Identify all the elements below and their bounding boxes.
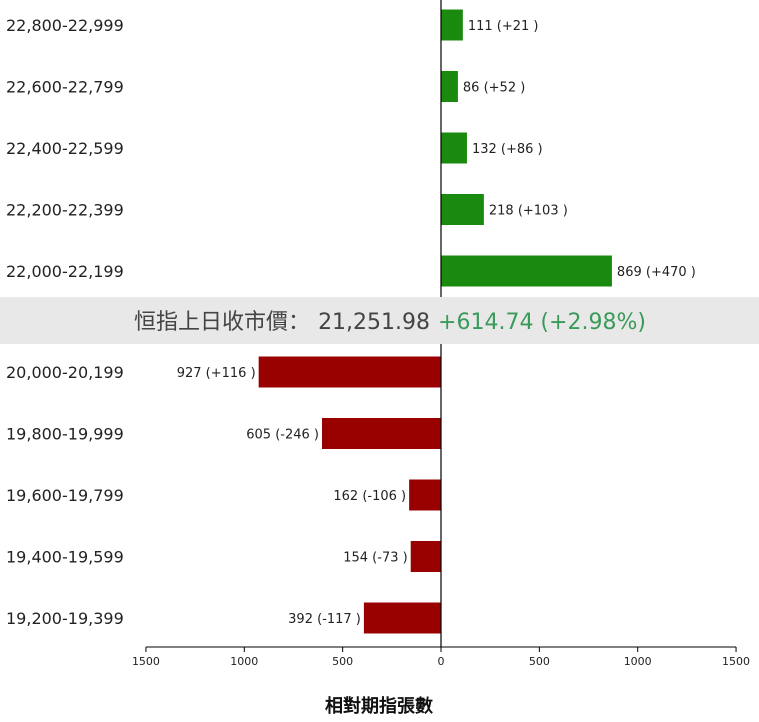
x-tick-label: 1000 bbox=[624, 655, 652, 668]
row-label: 19,400-19,599 bbox=[6, 548, 124, 567]
upper-rows: 22,800-22,999 111 (+21 ) 22,600-22,799 86 (… bbox=[6, 9, 696, 287]
bar bbox=[410, 541, 441, 572]
row-label: 22,800-22,999 bbox=[6, 16, 124, 35]
data-label: 86 (+52 ) bbox=[463, 81, 525, 96]
row-label: 20,000-20,199 bbox=[6, 363, 124, 382]
x-tick-label: 0 bbox=[438, 655, 445, 668]
price-banner-price: 21,251.98 bbox=[318, 310, 430, 335]
data-label: 132 (+86 ) bbox=[472, 142, 543, 157]
price-banner-label: 恒指上日收市價： bbox=[134, 310, 310, 335]
lower-rows: 20,000-20,199 927 (+116 ) 19,800-19,999 605… bbox=[6, 356, 441, 634]
data-label: 162 (-106 ) bbox=[333, 489, 406, 504]
bar bbox=[441, 9, 463, 41]
data-label: 869 (+470 ) bbox=[617, 265, 696, 280]
price-banner-change: +614.74 (+2.98%) bbox=[438, 310, 646, 335]
row-label: 22,400-22,599 bbox=[6, 139, 124, 158]
x-tick-label: 500 bbox=[529, 655, 550, 668]
row-label: 19,600-19,799 bbox=[6, 486, 124, 505]
row-label: 19,200-19,399 bbox=[6, 609, 124, 628]
row-label: 22,000-22,199 bbox=[6, 262, 124, 281]
row-label: 19,800-19,999 bbox=[6, 425, 124, 444]
x-tick-label: 1500 bbox=[722, 655, 750, 668]
x-tick-label: 1000 bbox=[230, 655, 258, 668]
data-label: 218 (+103 ) bbox=[489, 204, 568, 219]
bar bbox=[409, 479, 441, 511]
data-label: 111 (+21 ) bbox=[468, 19, 539, 34]
bar bbox=[363, 602, 441, 634]
data-label: 154 (-73 ) bbox=[343, 551, 407, 566]
x-tick-label: 1500 bbox=[132, 655, 160, 668]
bar bbox=[441, 71, 458, 102]
row-label: 22,600-22,799 bbox=[6, 78, 124, 97]
price-banner bbox=[0, 297, 759, 344]
data-label: 927 (+116 ) bbox=[177, 366, 256, 381]
row-label: 22,200-22,399 bbox=[6, 201, 124, 220]
data-label: 392 (-117 ) bbox=[288, 612, 361, 627]
bar bbox=[441, 194, 484, 225]
bar bbox=[321, 418, 441, 449]
price-banner-text: 恒指上日收市價： 21,251.98 +614.74 (+2.98%) bbox=[134, 310, 646, 335]
bar bbox=[258, 356, 441, 388]
x-tick-label: 500 bbox=[332, 655, 353, 668]
x-axis: 1500 1000 500 0 500 1000 1500 bbox=[132, 646, 750, 668]
bar bbox=[441, 132, 467, 164]
data-label: 605 (-246 ) bbox=[246, 428, 319, 443]
bar bbox=[441, 255, 612, 287]
x-axis-title: 相對期指張數 bbox=[325, 695, 433, 717]
